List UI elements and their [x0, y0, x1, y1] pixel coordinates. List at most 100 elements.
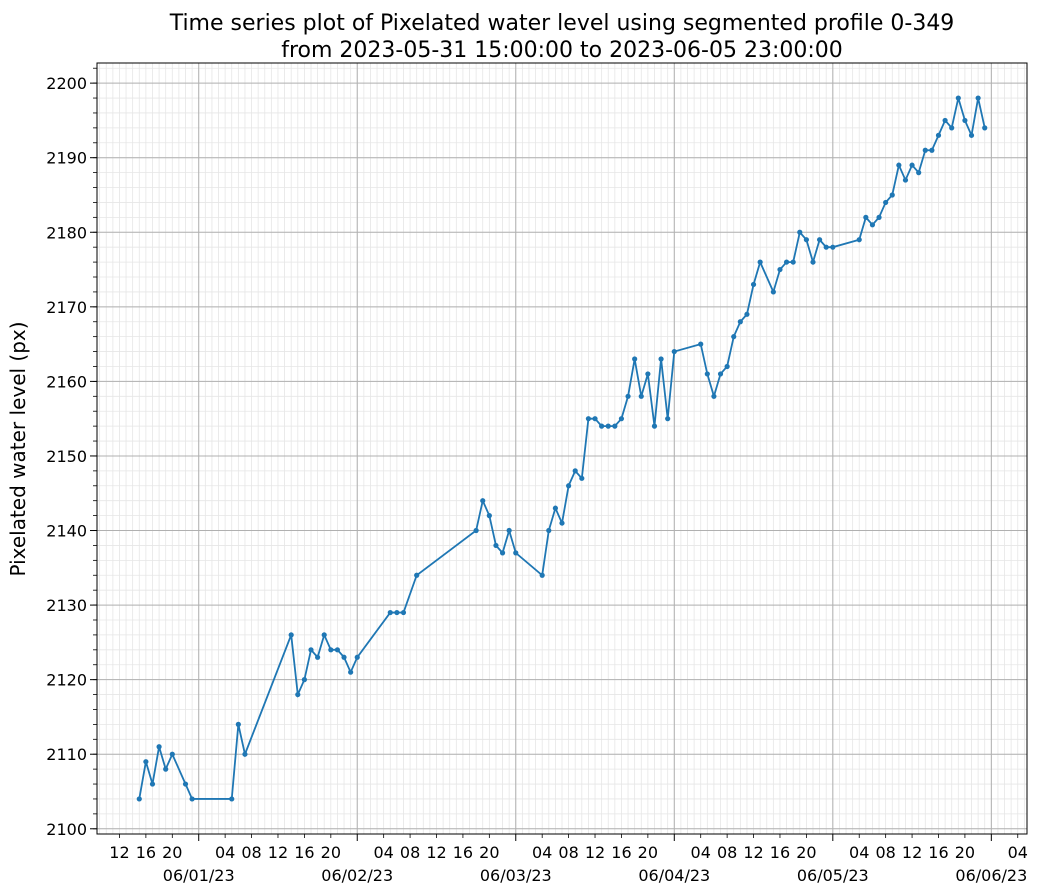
y-tick-label: 2160 [46, 372, 87, 391]
x-minor-tick-label: 04 [373, 843, 393, 862]
y-axis-label: Pixelated water level (px) [6, 321, 30, 576]
data-point [143, 759, 149, 765]
data-point [321, 632, 327, 638]
data-point [830, 244, 836, 250]
data-point [546, 527, 552, 534]
data-point [810, 259, 816, 265]
data-point [473, 527, 479, 534]
x-minor-tick-label: 20 [321, 843, 341, 862]
x-minor-tick-label: 08 [400, 843, 420, 862]
series-line [138, 97, 986, 800]
data-point [341, 654, 347, 660]
y-tick-label: 2100 [46, 820, 87, 839]
data-point [585, 416, 592, 422]
data-point [665, 416, 671, 422]
x-minor-tick-label: 12 [109, 843, 129, 862]
data-point [922, 147, 928, 153]
data-point [480, 498, 486, 504]
data-point [651, 423, 658, 429]
data-point [301, 677, 308, 683]
data-point [724, 363, 730, 370]
data-point [902, 177, 909, 183]
data-point [632, 356, 638, 362]
data-point [968, 132, 975, 138]
x-minor-tick-label: 16 [770, 843, 790, 862]
y-tick-label: 2130 [46, 596, 87, 615]
data-point [400, 609, 407, 616]
data-point [638, 393, 644, 399]
y-tick-label: 2170 [46, 298, 87, 317]
x-minor-tick-label: 16 [928, 843, 948, 862]
data-point [163, 766, 169, 772]
data-point [744, 311, 750, 317]
x-minor-tick-label: 16 [611, 843, 631, 862]
data-point [955, 95, 961, 101]
data-point [909, 162, 915, 168]
data-point [513, 550, 519, 556]
data-point [486, 513, 492, 519]
data-point [942, 117, 948, 124]
y-tick-label: 2140 [46, 522, 87, 541]
data-point [671, 348, 677, 355]
data-point [731, 334, 737, 340]
data-point [334, 647, 341, 653]
data-point [935, 132, 942, 138]
x-tick-label: 06/03/23 [480, 866, 552, 885]
data-point [876, 214, 882, 220]
data-point [592, 416, 598, 422]
data-point [288, 632, 294, 638]
x-minor-tick-label: 08 [241, 843, 261, 862]
data-point [803, 237, 809, 243]
x-minor-tick-label: 08 [875, 843, 895, 862]
data-point [328, 647, 334, 653]
x-minor-tick-label: 20 [479, 843, 499, 862]
data-point [790, 259, 796, 265]
data-point [308, 647, 314, 653]
x-minor-tick-label: 20 [955, 843, 975, 862]
data-point [605, 423, 611, 429]
data-point [414, 572, 420, 578]
data-point [499, 550, 506, 556]
data-point [182, 781, 189, 787]
data-point [295, 691, 301, 698]
data-point [625, 393, 631, 399]
data-point [506, 527, 512, 534]
x-tick-label: 06/05/23 [797, 866, 869, 885]
data-point [757, 259, 763, 265]
y-tick-label: 2150 [46, 447, 87, 466]
data-point [315, 654, 321, 660]
data-point [770, 289, 776, 295]
x-minor-tick-label: 12 [426, 843, 446, 862]
data-point [916, 170, 922, 176]
data-point [889, 192, 895, 198]
x-minor-tick-label: 20 [796, 843, 816, 862]
data-point [949, 125, 955, 131]
x-tick-label: 06/06/23 [955, 866, 1027, 885]
x-minor-tick-label: 04 [691, 843, 711, 862]
data-point [869, 222, 876, 228]
data-point [856, 237, 862, 243]
x-minor-tick-label: 04 [215, 843, 235, 862]
x-minor-tick-label: 16 [453, 843, 473, 862]
data-point [235, 721, 241, 727]
data-point [156, 744, 162, 750]
x-minor-tick-label: 12 [585, 843, 605, 862]
y-tick-label: 2180 [46, 223, 87, 242]
data-point [645, 371, 651, 377]
y-tick-label: 2190 [46, 149, 87, 168]
data-point [717, 371, 724, 377]
x-minor-tick-label: 12 [902, 843, 922, 862]
data-point [783, 259, 790, 265]
data-point [797, 229, 803, 235]
x-minor-tick-label: 08 [558, 843, 578, 862]
data-point [698, 341, 704, 347]
x-minor-tick-label: 08 [717, 843, 737, 862]
x-minor-tick-label: 12 [743, 843, 763, 862]
x-tick-label: 06/01/23 [163, 866, 235, 885]
data-point [169, 751, 175, 757]
y-tick-label: 2200 [46, 74, 87, 93]
chart-subtitle: from 2023-05-31 15:00:00 to 2023-06-05 2… [281, 38, 843, 63]
data-point [572, 468, 578, 474]
data-point [777, 266, 783, 273]
